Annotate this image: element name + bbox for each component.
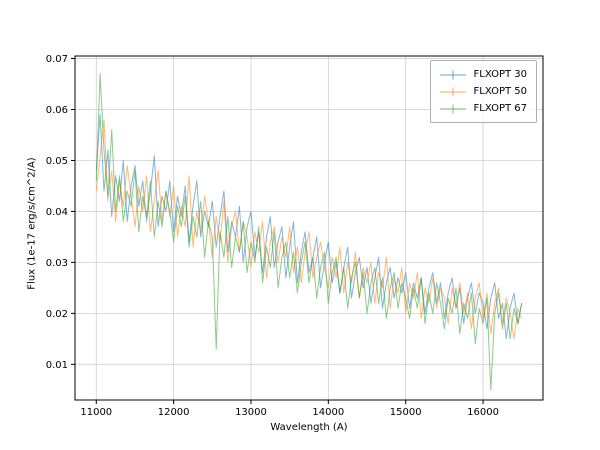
svg-text:0.04: 0.04 [46,207,68,218]
svg-text:0.02: 0.02 [46,309,68,320]
svg-text:11000: 11000 [80,407,112,418]
svg-text:0.03: 0.03 [46,258,68,269]
legend-label: FLXOPT 50 [473,86,527,97]
svg-text:0.05: 0.05 [46,156,68,167]
legend-label: FLXOPT 30 [473,69,527,80]
legend-item: FLXOPT 30 [438,66,527,83]
svg-text:0.01: 0.01 [46,360,68,371]
svg-text:0.07: 0.07 [46,54,68,65]
svg-text:14000: 14000 [312,407,344,418]
legend-item: FLXOPT 67 [438,100,527,117]
legend-swatch [439,104,466,113]
y-axis-label: Flux (1e-17 erg/s/cm^2/A) [26,157,38,290]
legend-swatch [439,87,466,96]
svg-text:12000: 12000 [158,407,190,418]
x-axis-label: Wavelength (A) [270,422,348,433]
legend-label: FLXOPT 67 [473,103,527,114]
svg-text:13000: 13000 [235,407,267,418]
svg-text:15000: 15000 [390,407,422,418]
legend-swatch [439,70,466,79]
svg-text:16000: 16000 [467,407,499,418]
svg-text:0.06: 0.06 [46,105,68,116]
legend: FLXOPT 30 FLXOPT 50 FLXOPT 67 [429,60,537,123]
legend-item: FLXOPT 50 [438,83,527,100]
